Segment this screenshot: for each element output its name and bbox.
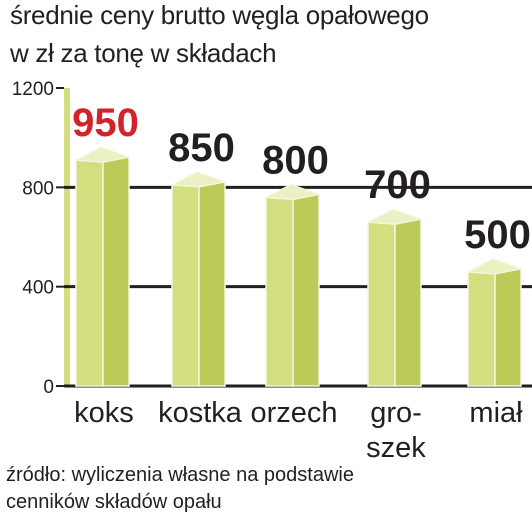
bar-value-label: 500 bbox=[464, 213, 531, 257]
bar-side-0 bbox=[102, 156, 130, 387]
category-label: koks bbox=[74, 397, 134, 429]
category-label: miał bbox=[469, 397, 523, 429]
bar-top-1 bbox=[170, 171, 227, 188]
source-line-1: źródło: wyliczenia własne na podstawie bbox=[6, 464, 354, 486]
category-label: orzech bbox=[250, 397, 337, 429]
bar-value-label: 950 bbox=[72, 101, 139, 145]
y-tick-label: 800 bbox=[22, 178, 54, 199]
bar-value-label: 700 bbox=[364, 163, 431, 207]
y-axis-band bbox=[64, 88, 70, 386]
category-label: szek bbox=[366, 432, 426, 464]
bar-side-3 bbox=[394, 218, 422, 387]
y-tick-label: 0 bbox=[43, 377, 54, 398]
bar-top-3 bbox=[366, 208, 423, 225]
y-tick-label: 1200 bbox=[12, 79, 54, 100]
category-label: kostka bbox=[158, 397, 243, 429]
category-label: gro- bbox=[370, 397, 422, 429]
bar-front-1 bbox=[171, 184, 200, 387]
bar-front-2 bbox=[265, 196, 294, 387]
bar-side-4 bbox=[494, 267, 522, 387]
bar-value-label: 800 bbox=[262, 138, 329, 182]
bar-top-2 bbox=[264, 183, 321, 200]
bar-front-3 bbox=[367, 221, 396, 387]
bar-value-label: 850 bbox=[168, 126, 235, 170]
bar-front-4 bbox=[467, 271, 496, 387]
bar-side-2 bbox=[292, 193, 320, 387]
bar-front-0 bbox=[75, 159, 104, 387]
bar-top-0 bbox=[74, 146, 131, 163]
bar-top-4 bbox=[466, 258, 523, 275]
chart-title-line-2: w zł za tonę w składach bbox=[10, 38, 277, 68]
y-tick-label: 400 bbox=[22, 278, 54, 299]
chart-title-line-1: średnie ceny brutto węgla opałowego bbox=[10, 0, 429, 30]
bar-side-1 bbox=[198, 181, 226, 387]
source-line-2: cenników składów opału bbox=[6, 491, 222, 513]
